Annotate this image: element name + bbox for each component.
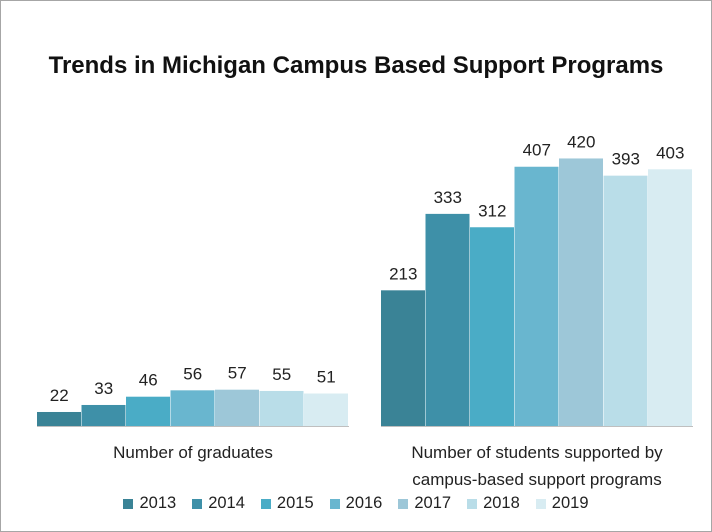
bar-2019-graduates	[304, 393, 348, 426]
data-label-2014-graduates: 33	[94, 379, 113, 398]
bar-2014-students	[425, 213, 470, 426]
data-label-2015-students: 312	[478, 201, 506, 220]
bar-2015-students	[470, 227, 514, 426]
legend-swatch-2014	[192, 498, 203, 509]
data-label-2016-students: 407	[523, 141, 551, 160]
bar-2018-students	[603, 175, 648, 426]
data-label-2017-graduates: 57	[228, 364, 247, 383]
bar-2013-students	[381, 290, 425, 426]
data-label-2013-students: 213	[389, 264, 417, 283]
bar-2013-graduates	[37, 411, 81, 426]
bar-2017-graduates	[215, 389, 259, 426]
data-label-2019-students: 403	[656, 143, 684, 162]
legend-label-2018: 2018	[483, 494, 520, 512]
data-label-2018-students: 393	[612, 150, 640, 169]
legend-item-2019: 2019	[535, 494, 589, 513]
bar-2016-students	[514, 166, 559, 426]
legend-swatch-2019	[535, 498, 546, 509]
legend-item-2018: 2018	[467, 494, 520, 513]
legend-item-2015: 2015	[260, 494, 314, 513]
data-label-2017-students: 420	[567, 132, 595, 151]
legend-label-2015: 2015	[276, 494, 314, 512]
data-label-2013-graduates: 22	[50, 386, 69, 405]
data-label-2016-graduates: 56	[183, 364, 202, 383]
bar-2015-graduates	[126, 396, 170, 426]
legend-label-2017: 2017	[414, 494, 452, 512]
legend-swatch-2013	[123, 498, 134, 509]
legend-label-2013: 2013	[139, 494, 177, 512]
bar-2014-graduates	[81, 404, 126, 426]
legend-item-2014: 2014	[192, 494, 245, 513]
legend-label-2019: 2019	[551, 494, 589, 512]
category-label-2-line-2: campus-based support programs	[412, 470, 661, 489]
bar-2019-students	[648, 169, 692, 426]
legend-swatch-2016	[329, 498, 340, 509]
legend-swatch-2015	[260, 498, 271, 509]
bar-2016-graduates	[170, 390, 215, 426]
data-label-2014-students: 333	[434, 188, 462, 207]
legend: 2013 2014 2015 2016 2017 2018 2019	[0, 494, 712, 513]
chart-title: Trends in Michigan Campus Based Support …	[48, 52, 664, 79]
legend-label-2014: 2014	[208, 494, 245, 512]
legend-swatch-2017	[398, 498, 409, 509]
bar-2018-graduates	[259, 390, 304, 426]
bar-2017-students	[559, 158, 603, 426]
category-label-2-line-1: Number of students supported by	[411, 443, 663, 462]
data-label-2018-graduates: 55	[272, 365, 291, 384]
legend-item-2013: 2013	[123, 494, 176, 513]
category-label-1-line-1: Number of graduates	[113, 443, 273, 462]
data-label-2019-graduates: 51	[317, 368, 336, 387]
legend-label-2016: 2016	[345, 494, 383, 512]
data-label-2015-graduates: 46	[139, 371, 158, 390]
legend-item-2017: 2017	[398, 494, 451, 513]
legend-swatch-2018	[467, 498, 478, 509]
legend-item-2016: 2016	[329, 494, 383, 513]
